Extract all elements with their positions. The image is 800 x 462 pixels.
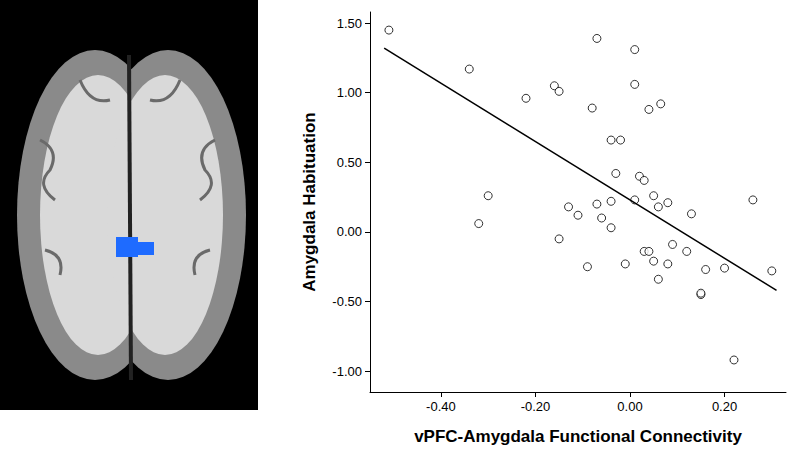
svg-text:1.00: 1.00 (337, 85, 362, 100)
svg-text:-1.00: -1.00 (332, 364, 362, 379)
svg-text:0.50: 0.50 (337, 155, 362, 170)
svg-text:-0.40: -0.40 (426, 399, 456, 414)
svg-text:0.00: 0.00 (617, 399, 642, 414)
svg-text:Amygdala Habituation: Amygdala Habituation (300, 112, 319, 291)
svg-text:-0.20: -0.20 (521, 399, 551, 414)
svg-text:vPFC-Amygdala Functional Conne: vPFC-Amygdala Functional Connectivity (414, 427, 742, 446)
svg-text:1.50: 1.50 (337, 16, 362, 31)
svg-text:-0.50: -0.50 (332, 294, 362, 309)
svg-text:0.00: 0.00 (337, 224, 362, 239)
svg-text:0.20: 0.20 (712, 399, 737, 414)
